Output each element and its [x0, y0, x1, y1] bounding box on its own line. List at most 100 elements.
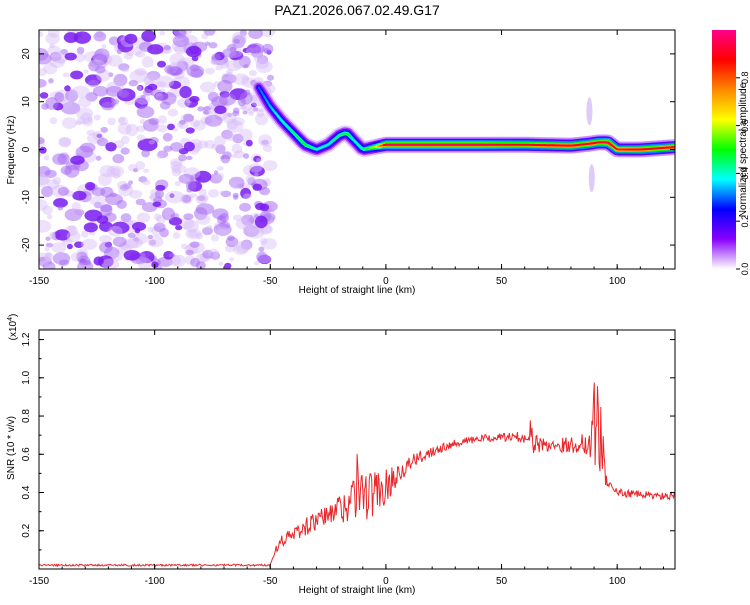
noise-blob	[205, 68, 215, 75]
noise-blob	[224, 46, 242, 58]
noise-blob	[70, 70, 83, 79]
noise-blob	[124, 250, 140, 261]
colorbar-label: Normalized spectral amplitude	[738, 82, 749, 217]
noise-blob	[58, 153, 70, 164]
x-tick-label: 100	[609, 576, 626, 587]
noise-blob	[135, 51, 145, 58]
y-tick-label: 0.6	[21, 447, 32, 461]
snr-y-axis-label: SNR (10 * v/v)	[6, 416, 17, 480]
noise-blob	[173, 232, 181, 239]
noise-blob	[190, 258, 200, 267]
noise-blob	[93, 256, 103, 265]
noise-blob	[84, 70, 89, 74]
x-tick-label: -50	[263, 276, 278, 287]
noise-blob	[221, 62, 230, 68]
snr-y-scale-close: )	[8, 314, 19, 317]
noise-blob	[58, 206, 63, 211]
noise-blob	[179, 174, 195, 184]
y-tick-label: 1.2	[21, 332, 32, 346]
noise-blob	[33, 220, 52, 233]
y-tick-label: 0.8	[21, 409, 32, 423]
noise-blob	[214, 106, 226, 115]
noise-blob	[40, 92, 49, 99]
noise-blob	[100, 187, 113, 198]
noise-blob	[143, 169, 149, 173]
noise-blob	[153, 201, 162, 206]
noise-blob	[106, 86, 123, 97]
noise-blob	[65, 53, 77, 61]
noise-blob	[186, 46, 202, 57]
noise-blob	[255, 216, 268, 229]
ridge-smear	[589, 164, 595, 192]
noise-blob	[118, 117, 128, 126]
noise-blob	[112, 154, 124, 163]
noise-blob	[220, 213, 229, 222]
noise-blob	[37, 31, 44, 37]
x-tick-label: -150	[29, 276, 49, 287]
noise-blob	[256, 252, 267, 263]
x-tick-label: -100	[145, 276, 165, 287]
noise-blob	[247, 43, 265, 54]
noise-blob	[147, 44, 163, 54]
noise-blob	[211, 234, 219, 241]
noise-blob	[260, 238, 268, 245]
noise-blob	[45, 247, 50, 252]
noise-blob	[95, 66, 106, 74]
noise-blob	[137, 213, 150, 223]
noise-blob	[107, 166, 124, 178]
noise-blob	[253, 184, 263, 191]
noise-blob	[230, 181, 242, 189]
noise-blob	[177, 98, 191, 108]
noise-blob	[141, 30, 156, 42]
colorbar-tick-label: 0.0	[740, 263, 750, 276]
noise-blob	[93, 32, 106, 42]
noise-blob	[205, 115, 223, 127]
noise-blob	[155, 190, 164, 199]
noise-blob	[175, 225, 182, 230]
y-tick-label: -20	[21, 237, 32, 252]
noise-blob	[34, 53, 51, 65]
noise-blob	[227, 235, 235, 241]
noise-blob	[147, 227, 154, 233]
noise-blob	[214, 170, 218, 174]
colorbar-gradient	[712, 30, 736, 269]
noise-blob	[116, 200, 126, 209]
noise-blob	[113, 237, 127, 247]
noise-blob	[179, 86, 191, 98]
noise-blob	[178, 154, 187, 161]
x-tick-label: 100	[609, 276, 626, 287]
noise-blob	[255, 113, 268, 125]
snr-plot-area	[39, 330, 675, 569]
x-tick-label: 50	[496, 576, 508, 587]
x-tick-label: 50	[496, 276, 508, 287]
noise-blob	[78, 255, 90, 265]
noise-blob	[75, 121, 82, 126]
noise-blob	[208, 248, 219, 257]
noise-blob	[233, 59, 245, 68]
noise-blob	[172, 164, 187, 174]
noise-blob	[243, 193, 252, 199]
noise-blob	[77, 47, 85, 54]
noise-blob	[247, 107, 255, 113]
noise-blob	[72, 191, 86, 201]
noise-blob	[128, 233, 136, 238]
noise-blob	[233, 73, 249, 85]
noise-blob	[39, 147, 46, 154]
noise-blob	[169, 53, 184, 65]
noise-blob	[102, 44, 107, 48]
noise-blob	[219, 262, 224, 266]
noise-blob	[233, 193, 239, 198]
noise-blob	[249, 70, 257, 76]
noise-blob	[196, 195, 208, 204]
noise-blob	[84, 222, 98, 232]
noise-blob	[63, 73, 70, 78]
noise-blob	[34, 174, 50, 185]
noise-blob	[197, 140, 208, 148]
noise-blob	[47, 214, 53, 219]
noise-blob	[120, 147, 129, 154]
noise-blob	[263, 160, 278, 171]
noise-blob	[97, 215, 109, 224]
noise-blob	[102, 258, 120, 270]
noise-blob	[169, 253, 176, 257]
